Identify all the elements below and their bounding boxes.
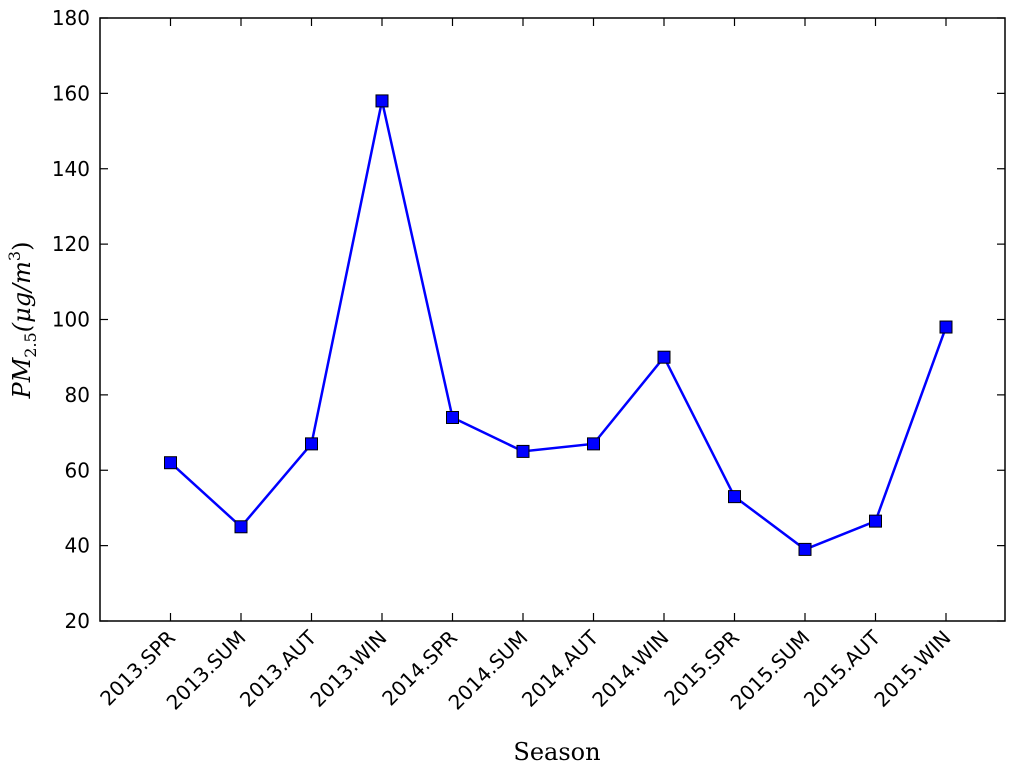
marker: [798, 542, 812, 556]
y-label-sub: 2.5: [21, 332, 40, 357]
y-tick-label: 60: [65, 458, 90, 482]
y-label-sup: 3: [5, 251, 24, 261]
marker: [587, 437, 600, 451]
marker: [657, 350, 671, 364]
y-tick-label: 120: [52, 232, 90, 256]
marker: [234, 520, 248, 534]
y-tick-label: 80: [65, 383, 90, 407]
y-tick-label: 180: [52, 6, 90, 30]
y-tick-label: 20: [65, 609, 90, 633]
marker: [869, 514, 882, 528]
y-tick-label: 140: [52, 157, 90, 181]
y-tick-label: 40: [65, 534, 90, 558]
marker: [939, 320, 953, 334]
y-label-part: (μg/m: [8, 261, 36, 332]
marker: [516, 444, 530, 458]
y-label-part: ): [8, 242, 36, 251]
x-tick-label: 2013.WIN: [305, 626, 391, 712]
y-tick-label: 160: [52, 81, 90, 105]
line: [169, 100, 948, 551]
y-tick-label: 100: [52, 308, 90, 332]
x-tick-label: 2014.WIN: [587, 626, 673, 712]
y-axis-label: PM2.5(μg/m3): [5, 242, 40, 400]
marker: [164, 456, 177, 470]
marker: [446, 410, 459, 424]
x-tick-label: 2015.WIN: [869, 626, 955, 712]
y-label-part: PM: [8, 356, 36, 399]
x-axis-label: Season: [513, 738, 600, 766]
marker: [305, 437, 318, 451]
marker: [375, 94, 389, 108]
marker: [728, 490, 741, 504]
